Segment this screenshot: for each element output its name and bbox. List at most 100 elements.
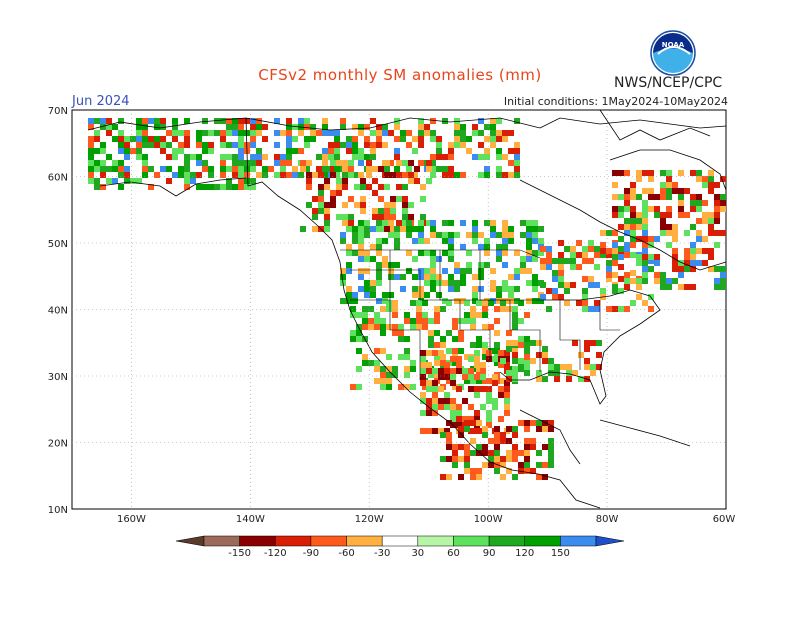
anomaly-cell — [690, 260, 696, 266]
colorbar-swatch — [488, 535, 525, 547]
lon-tick-label: 60W — [713, 514, 736, 525]
anomaly-cell — [396, 196, 402, 202]
anomaly-cell — [514, 160, 520, 166]
anomaly-cell — [678, 212, 684, 218]
anomaly-cell — [220, 184, 226, 190]
anomaly-cell — [714, 194, 720, 200]
anomaly-cell — [448, 250, 454, 256]
anomaly-cell — [100, 148, 106, 154]
anomaly-cell — [500, 358, 506, 364]
state-borders — [340, 249, 620, 380]
anomaly-cell — [430, 154, 436, 160]
anomaly-cell — [322, 124, 328, 130]
anomaly-cell — [454, 124, 460, 130]
longitude-labels: 160W 140W 120W 100W 80W 60W — [117, 514, 735, 525]
anomaly-cell — [590, 364, 596, 370]
anomaly-cell — [442, 172, 448, 178]
anomaly-cell — [316, 154, 322, 160]
anomaly-cell — [298, 130, 304, 136]
anomaly-cell — [446, 432, 452, 438]
anomaly-cell — [432, 350, 438, 356]
anomaly-cell — [148, 136, 154, 142]
anomaly-cell — [336, 184, 342, 190]
anomaly-cell — [428, 336, 434, 342]
anomaly-cell — [238, 118, 244, 124]
anomaly-cell — [462, 368, 468, 374]
anomaly-cell — [538, 298, 544, 304]
anomaly-cell — [88, 172, 94, 178]
anomaly-cell — [440, 474, 446, 480]
anomaly-cell — [508, 274, 514, 280]
anomaly-cell — [448, 244, 454, 250]
anomaly-cell — [476, 474, 482, 480]
anomaly-cell — [696, 230, 702, 236]
anomaly-cell — [340, 238, 346, 244]
anomaly-cell — [238, 142, 244, 148]
anomaly-cell — [464, 420, 470, 426]
anomaly-cell — [426, 160, 432, 166]
anomaly-cell — [470, 420, 476, 426]
anomaly-cell — [250, 154, 256, 160]
anomaly-cell — [202, 184, 208, 190]
anomaly-cell — [430, 280, 436, 286]
anomaly-cell — [566, 376, 572, 382]
anomaly-cell — [440, 432, 446, 438]
anomaly-cell — [512, 376, 518, 382]
anomaly-cell — [672, 254, 678, 260]
anomaly-cell — [502, 172, 508, 178]
anomaly-cell — [482, 432, 488, 438]
anomaly-cell — [318, 208, 324, 214]
anomaly-cell — [392, 300, 398, 306]
anomaly-cell — [420, 392, 426, 398]
anomaly-cell — [476, 312, 482, 318]
anomaly-cell — [666, 242, 672, 248]
anomaly-cell — [520, 268, 526, 274]
anomaly-cell — [426, 410, 432, 416]
anomaly-cell — [368, 324, 374, 330]
anomaly-cell — [274, 118, 280, 124]
anomaly-cell — [464, 426, 470, 432]
anomaly-cell — [154, 124, 160, 130]
anomaly-cell — [496, 286, 502, 292]
anomaly-cell — [506, 340, 512, 346]
anomaly-cell — [678, 200, 684, 206]
anomaly-cell — [600, 288, 606, 294]
anomaly-cell — [166, 166, 172, 172]
anomaly-cell — [508, 148, 514, 154]
anomaly-cell — [184, 178, 190, 184]
anomaly-cell — [684, 266, 690, 272]
anomaly-cell — [442, 298, 448, 304]
anomaly-cell — [118, 172, 124, 178]
anomaly-cell — [624, 170, 630, 176]
gridlines — [72, 110, 726, 509]
anomaly-cell — [412, 274, 418, 280]
lon-tick-label: 100W — [474, 514, 503, 525]
anomaly-cell — [346, 244, 352, 250]
anomaly-cell — [358, 226, 364, 232]
anomaly-cell — [504, 386, 510, 392]
anomaly-cell — [426, 428, 432, 434]
anomaly-cell — [484, 136, 490, 142]
anomaly-cell — [336, 160, 342, 166]
anomaly-cell — [666, 212, 672, 218]
anomaly-cell — [666, 176, 672, 182]
anomaly-cell — [208, 130, 214, 136]
anomaly-cell — [226, 124, 232, 130]
anomaly-cell — [244, 118, 250, 124]
anomaly-cell — [546, 288, 552, 294]
anomaly-cell — [452, 456, 458, 462]
anomaly-cell — [402, 172, 408, 178]
anomaly-cell — [322, 118, 328, 124]
anomaly-cell — [430, 130, 436, 136]
anomaly-cell — [540, 282, 546, 288]
anomaly-cell — [304, 118, 310, 124]
anomaly-cell — [404, 384, 410, 390]
anomaly-cell — [508, 292, 514, 298]
anomaly-cell — [530, 420, 536, 426]
anomaly-cell — [654, 254, 660, 260]
anomaly-cell — [576, 264, 582, 270]
anomaly-cell — [350, 306, 356, 312]
anomaly-cell — [536, 352, 542, 358]
anomaly-cell — [324, 166, 330, 172]
anomaly-cell — [570, 258, 576, 264]
